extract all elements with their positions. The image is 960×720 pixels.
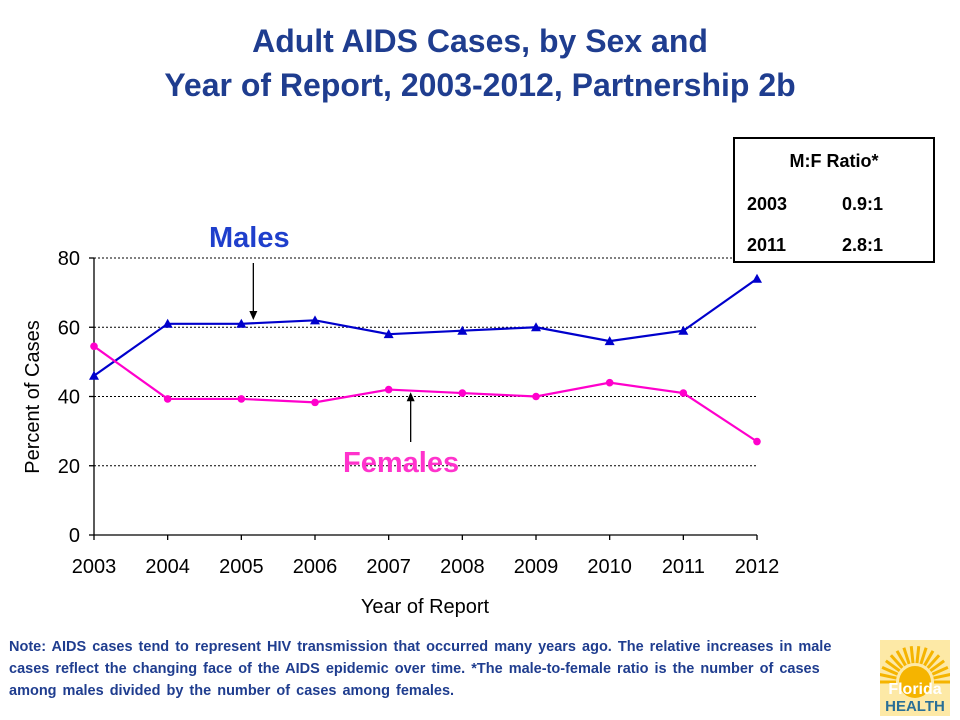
data-point-females [753, 437, 761, 446]
tick-labels: 0 20 40 60 80 2003 2004 2005 2006 2007 2008 2009 201… [58, 248, 780, 578]
series-line-females [93, 345, 758, 443]
sun-ray [902, 647, 911, 665]
mf-ratio-value: 2.8:1 [842, 235, 884, 255]
data-point-males [236, 318, 247, 328]
logo-word-florida: Florida [888, 681, 941, 698]
x-tick-label: 2012 [735, 556, 780, 578]
data-point-females [458, 389, 467, 397]
sun-icon [899, 666, 931, 698]
gridlines [94, 257, 757, 467]
data-point-males [678, 325, 689, 335]
mf-ratio-value: 0.9:1 [842, 194, 884, 214]
data-point-females [237, 395, 246, 403]
axes [89, 257, 758, 540]
females-annotation-label: Females [343, 447, 460, 479]
annotation-arrows [249, 263, 415, 442]
x-axis-label: Year of Report [361, 596, 490, 618]
data-point-females [90, 342, 98, 351]
females-arrow-head-icon [406, 392, 415, 402]
data-point-males [457, 325, 468, 335]
data-point-males [162, 318, 173, 328]
sun-ray [923, 650, 935, 667]
series-line-males [93, 277, 758, 377]
x-tick-label: 2011 [662, 556, 705, 578]
y-axis-label: Percent of Cases [22, 320, 44, 473]
sun-ray [889, 654, 904, 669]
data-point-females [384, 385, 393, 394]
sun-ray [933, 673, 950, 680]
sun-ray [881, 665, 899, 676]
data-point-males [89, 370, 99, 380]
x-tick-label: 2008 [440, 556, 485, 578]
data-point-females [311, 398, 319, 407]
mf-ratio-heading: M:F Ratio* [789, 151, 879, 171]
y-tick-label: 20 [58, 456, 80, 478]
data-point-females [605, 378, 614, 387]
chart-title-line-1: Adult AIDS Cases, by Sex and [252, 23, 708, 59]
chart-title-line-2: Year of Report, 2003-2012, Partnership 2… [164, 67, 796, 103]
florida-health-logo: Florida HEALTH [880, 640, 950, 716]
sun-ray [915, 646, 921, 664]
males-annotation-label: Males [209, 222, 290, 254]
y-tick-label: 60 [58, 317, 80, 339]
sun-ray [919, 647, 928, 665]
sun-ray [895, 650, 907, 667]
x-tick-label: 2005 [219, 556, 264, 578]
data-point-females [532, 392, 540, 401]
logo-word-health: HEALTH [885, 698, 945, 715]
sun-rays-icon [880, 646, 950, 684]
x-tick-label: 2010 [587, 556, 632, 578]
data-point-females [679, 389, 688, 397]
y-tick-label: 0 [69, 525, 80, 547]
mf-ratio-year: 2003 [747, 194, 788, 214]
x-tick-label: 2006 [293, 556, 338, 578]
mf-ratio-year: 2011 [747, 235, 787, 255]
x-tick-label: 2004 [145, 556, 190, 578]
males-arrow-head-icon [249, 311, 258, 321]
series [89, 273, 762, 446]
footnote: Note: AIDS cases tend to represent HIV t… [9, 639, 832, 699]
x-tick-label: 2009 [514, 556, 559, 578]
data-point-males [604, 336, 615, 346]
sun-ray [884, 659, 901, 673]
data-point-males [752, 273, 762, 283]
sun-ray [931, 665, 949, 676]
data-point-males [383, 329, 394, 339]
data-point-males [531, 322, 541, 332]
data-point-females [163, 395, 172, 403]
sun-ray [909, 646, 915, 664]
x-tick-label: 2003 [72, 556, 117, 578]
sun-ray [929, 659, 946, 673]
y-tick-label: 40 [58, 387, 80, 409]
y-tick-label: 80 [58, 248, 80, 270]
mf-ratio-table: M:F Ratio* 2003 0.9:1 2011 2.8:1 [733, 137, 935, 263]
sun-ray [880, 673, 897, 680]
data-point-males [310, 315, 320, 325]
x-tick-label: 2007 [366, 556, 411, 578]
sun-ray [926, 654, 941, 669]
